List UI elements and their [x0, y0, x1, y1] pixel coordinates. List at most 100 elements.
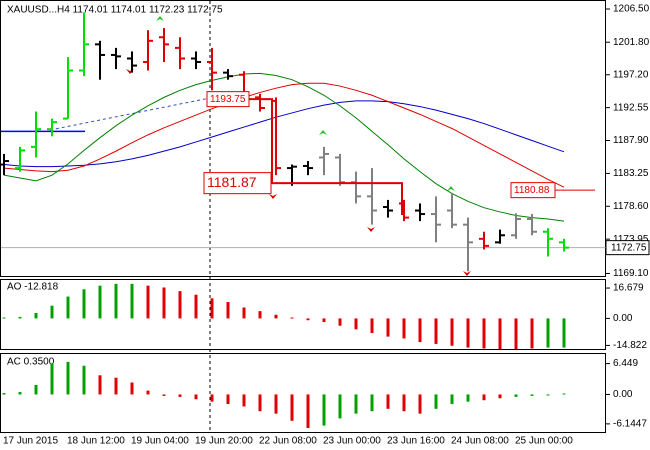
histogram-bar — [34, 312, 38, 319]
y-tick-label: 1169.10 — [613, 268, 649, 279]
level-line — [249, 98, 403, 215]
moving-average — [3, 72, 565, 222]
y-tick-label: 1206.50 — [613, 4, 650, 15]
histogram-bar — [402, 318, 406, 339]
histogram-bar — [514, 394, 518, 397]
histogram-bar — [18, 392, 22, 395]
histogram-bar — [210, 394, 214, 402]
histogram-bar — [546, 318, 550, 348]
histogram-bar — [98, 375, 102, 395]
histogram-bar — [50, 363, 54, 395]
histogram-bar — [322, 318, 326, 323]
histogram-bar — [210, 298, 214, 319]
x-tick-label: 24 Jun 08:00 — [451, 436, 509, 447]
current-price-box — [605, 240, 650, 256]
histogram-bar — [130, 283, 134, 319]
main-panel-frame — [0, 0, 606, 277]
y-tick-label: 1183.25 — [613, 168, 649, 179]
histogram-bar — [114, 283, 118, 319]
histogram-bar — [146, 285, 150, 319]
y-tick-label: 0.00 — [613, 313, 633, 324]
histogram-bar — [130, 382, 134, 395]
ac-panel-frame — [0, 353, 606, 433]
histogram-bar — [306, 394, 310, 428]
histogram-bar — [482, 394, 486, 401]
histogram-bar — [290, 394, 294, 421]
histogram-bar — [386, 394, 390, 409]
y-tick-label: 1187.90 — [613, 135, 649, 146]
histogram-bar — [2, 317, 6, 319]
histogram-bar — [98, 285, 102, 319]
histogram-bar — [34, 384, 38, 395]
chart-title: XAUUSD...H4 1174.01 1174.01 1172.23 1172… — [7, 5, 223, 16]
histogram-bar — [466, 318, 470, 348]
y-tick-label: 1197.20 — [613, 69, 649, 80]
histogram-bar — [226, 394, 230, 405]
histogram-bar — [226, 302, 230, 319]
histogram-bar — [498, 394, 502, 399]
histogram-bar — [418, 394, 422, 414]
histogram-bar — [178, 394, 182, 397]
x-tick-label: 19 Jun 20:00 — [195, 436, 253, 447]
histogram-bar — [466, 394, 470, 402]
histogram-bar — [258, 311, 262, 319]
level-label: 1193.75 — [210, 94, 246, 105]
histogram-bar — [546, 394, 550, 396]
histogram-bar — [370, 318, 374, 333]
ao-title: AO -12.818 — [7, 282, 59, 293]
histogram-bar — [402, 394, 406, 412]
ac-title: AC 0.3500 — [7, 357, 55, 368]
histogram-bar — [146, 390, 150, 395]
histogram-bar — [562, 318, 566, 348]
histogram-bar — [370, 394, 374, 412]
histogram-bar — [434, 394, 438, 409]
histogram-bar — [66, 361, 70, 395]
level-label: 1181.87 — [207, 174, 257, 190]
y-tick-label: 1201.80 — [613, 37, 650, 48]
histogram-bar — [562, 393, 566, 395]
histogram-bar — [450, 318, 454, 346]
y-tick-label: 1192.55 — [613, 102, 649, 113]
y-tick-label: 16.679 — [613, 283, 644, 294]
moving-average — [3, 100, 565, 168]
current-price-label: 1172.75 — [611, 242, 647, 253]
histogram-bar — [114, 377, 118, 395]
histogram-bar — [354, 394, 358, 414]
histogram-bar — [482, 318, 486, 349]
histogram-bar — [498, 318, 502, 349]
histogram-bar — [162, 394, 166, 396]
histogram-bar — [2, 393, 6, 395]
moving-average — [3, 82, 565, 188]
y-tick-label: 0.00 — [613, 389, 633, 400]
histogram-bar — [18, 316, 22, 319]
x-tick-label: 23 Jun 16:00 — [387, 436, 445, 447]
y-tick-label: -14.822 — [613, 340, 647, 351]
histogram-bar — [322, 394, 326, 426]
x-tick-label: 23 Jun 00:00 — [323, 436, 381, 447]
histogram-bar — [82, 365, 86, 395]
level-label: 1180.88 — [514, 185, 550, 196]
histogram-bar — [530, 394, 534, 396]
histogram-bar — [338, 318, 342, 326]
histogram-bar — [290, 317, 294, 319]
histogram-bar — [162, 287, 166, 319]
x-tick-label: 25 Jun 00:00 — [515, 436, 573, 447]
histogram-bar — [434, 318, 438, 344]
histogram-bar — [242, 394, 246, 407]
histogram-bar — [274, 394, 278, 414]
histogram-bar — [82, 289, 86, 319]
y-tick-label: -6.1447 — [613, 419, 647, 430]
histogram-bar — [386, 318, 390, 337]
histogram-bar — [274, 314, 278, 319]
histogram-bar — [354, 318, 358, 330]
histogram-bar — [242, 307, 246, 319]
y-tick-label: 6.449 — [613, 358, 638, 369]
histogram-bar — [338, 394, 342, 419]
histogram-bar — [418, 318, 422, 343]
histogram-bar — [178, 291, 182, 319]
x-tick-label: 19 Jun 04:00 — [131, 436, 189, 447]
histogram-bar — [194, 294, 198, 319]
y-tick-label: 1178.60 — [613, 201, 649, 212]
